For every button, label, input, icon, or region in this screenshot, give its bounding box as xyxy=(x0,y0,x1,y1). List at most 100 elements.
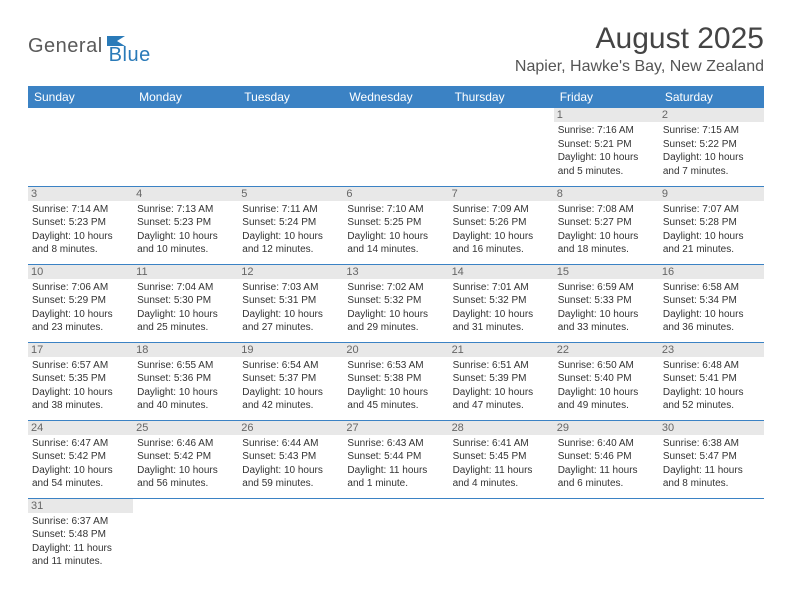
day-number: 22 xyxy=(554,343,659,357)
calendar-empty xyxy=(238,498,343,576)
sunrise-line: Sunrise: 6:40 AM xyxy=(558,437,655,451)
weekday-row: SundayMondayTuesdayWednesdayThursdayFrid… xyxy=(28,86,764,108)
calendar-day: 31Sunrise: 6:37 AMSunset: 5:48 PMDayligh… xyxy=(28,498,133,576)
day-number: 29 xyxy=(554,421,659,435)
calendar-empty xyxy=(449,498,554,576)
sunset-line: Sunset: 5:22 PM xyxy=(663,138,760,152)
calendar-day: 4Sunrise: 7:13 AMSunset: 5:23 PMDaylight… xyxy=(133,186,238,264)
sunset-line: Sunset: 5:48 PM xyxy=(32,528,129,542)
sunset-line: Sunset: 5:42 PM xyxy=(32,450,129,464)
sunrise-line: Sunrise: 6:50 AM xyxy=(558,359,655,373)
day-details: Sunrise: 6:53 AMSunset: 5:38 PMDaylight:… xyxy=(347,359,444,413)
sunrise-line: Sunrise: 7:11 AM xyxy=(242,203,339,217)
day-details: Sunrise: 6:57 AMSunset: 5:35 PMDaylight:… xyxy=(32,359,129,413)
sunset-line: Sunset: 5:21 PM xyxy=(558,138,655,152)
sunrise-line: Sunrise: 7:16 AM xyxy=(558,124,655,138)
day-details: Sunrise: 7:11 AMSunset: 5:24 PMDaylight:… xyxy=(242,203,339,257)
day-details: Sunrise: 7:15 AMSunset: 5:22 PMDaylight:… xyxy=(663,124,760,178)
calendar-day: 22 Sunrise: 6:50 AMSunset: 5:40 PMDayligh… xyxy=(554,342,659,420)
sunrise-line: Sunrise: 6:59 AM xyxy=(558,281,655,295)
day-number: 6 xyxy=(343,187,448,201)
day-details: Sunrise: 6:51 AMSunset: 5:39 PMDaylight:… xyxy=(453,359,550,413)
daylight-line: Daylight: 10 hours and 18 minutes. xyxy=(558,230,655,257)
weekday-header: Tuesday xyxy=(238,86,343,108)
weekday-header: Thursday xyxy=(449,86,554,108)
sunrise-line: Sunrise: 7:14 AM xyxy=(32,203,129,217)
calendar-day: 5Sunrise: 7:11 AMSunset: 5:24 PMDaylight… xyxy=(238,186,343,264)
sunset-line: Sunset: 5:47 PM xyxy=(663,450,760,464)
calendar-week: 3Sunrise: 7:14 AMSunset: 5:23 PMDaylight… xyxy=(28,186,764,264)
daylight-line: Daylight: 10 hours and 12 minutes. xyxy=(242,230,339,257)
day-details: Sunrise: 6:40 AMSunset: 5:46 PMDaylight:… xyxy=(558,437,655,491)
daylight-line: Daylight: 10 hours and 27 minutes. xyxy=(242,308,339,335)
day-number: 18 xyxy=(133,343,238,357)
sunrise-line: Sunrise: 6:57 AM xyxy=(32,359,129,373)
calendar-empty xyxy=(449,108,554,186)
calendar-day: 19 Sunrise: 6:54 AMSunset: 5:37 PMDayligh… xyxy=(238,342,343,420)
sunrise-line: Sunrise: 6:58 AM xyxy=(663,281,760,295)
sunset-line: Sunset: 5:45 PM xyxy=(453,450,550,464)
calendar-day: 7Sunrise: 7:09 AMSunset: 5:26 PMDaylight… xyxy=(449,186,554,264)
sunrise-line: Sunrise: 7:13 AM xyxy=(137,203,234,217)
day-details: Sunrise: 6:58 AMSunset: 5:34 PMDaylight:… xyxy=(663,281,760,335)
sunset-line: Sunset: 5:38 PM xyxy=(347,372,444,386)
sunrise-line: Sunrise: 6:37 AM xyxy=(32,515,129,529)
day-number: 19 xyxy=(238,343,343,357)
calendar-day: 26Sunrise: 6:44 AMSunset: 5:43 PMDayligh… xyxy=(238,420,343,498)
daylight-line: Daylight: 10 hours and 56 minutes. xyxy=(137,464,234,491)
daylight-line: Daylight: 10 hours and 33 minutes. xyxy=(558,308,655,335)
calendar-day: 20 Sunrise: 6:53 AMSunset: 5:38 PMDayligh… xyxy=(343,342,448,420)
sunset-line: Sunset: 5:33 PM xyxy=(558,294,655,308)
day-number: 9 xyxy=(659,187,764,201)
day-details: Sunrise: 7:16 AMSunset: 5:21 PMDaylight:… xyxy=(558,124,655,178)
calendar-empty xyxy=(659,498,764,576)
calendar-day: 10Sunrise: 7:06 AMSunset: 5:29 PMDayligh… xyxy=(28,264,133,342)
brand-logo: General Blue xyxy=(28,26,151,67)
day-details: Sunrise: 6:41 AMSunset: 5:45 PMDaylight:… xyxy=(453,437,550,491)
daylight-line: Daylight: 10 hours and 23 minutes. xyxy=(32,308,129,335)
daylight-line: Daylight: 11 hours and 4 minutes. xyxy=(453,464,550,491)
calendar-table: SundayMondayTuesdayWednesdayThursdayFrid… xyxy=(28,86,764,576)
day-number: 20 xyxy=(343,343,448,357)
day-details: Sunrise: 7:01 AMSunset: 5:32 PMDaylight:… xyxy=(453,281,550,335)
day-details: Sunrise: 6:38 AMSunset: 5:47 PMDaylight:… xyxy=(663,437,760,491)
day-details: Sunrise: 7:08 AMSunset: 5:27 PMDaylight:… xyxy=(558,203,655,257)
day-number: 16 xyxy=(659,265,764,279)
calendar-week: 17Sunrise: 6:57 AMSunset: 5:35 PMDayligh… xyxy=(28,342,764,420)
sunset-line: Sunset: 5:23 PM xyxy=(137,216,234,230)
daylight-line: Daylight: 11 hours and 6 minutes. xyxy=(558,464,655,491)
calendar-day: 24Sunrise: 6:47 AMSunset: 5:42 PMDayligh… xyxy=(28,420,133,498)
calendar-week: 1Sunrise: 7:16 AMSunset: 5:21 PMDaylight… xyxy=(28,108,764,186)
sunrise-line: Sunrise: 6:41 AM xyxy=(453,437,550,451)
sunset-line: Sunset: 5:24 PM xyxy=(242,216,339,230)
sunrise-line: Sunrise: 6:53 AM xyxy=(347,359,444,373)
calendar-empty xyxy=(343,108,448,186)
sunset-line: Sunset: 5:39 PM xyxy=(453,372,550,386)
sunrise-line: Sunrise: 7:02 AM xyxy=(347,281,444,295)
calendar-day: 21Sunrise: 6:51 AMSunset: 5:39 PMDayligh… xyxy=(449,342,554,420)
daylight-line: Daylight: 10 hours and 54 minutes. xyxy=(32,464,129,491)
calendar-day: 15Sunrise: 6:59 AMSunset: 5:33 PMDayligh… xyxy=(554,264,659,342)
day-details: Sunrise: 6:50 AMSunset: 5:40 PMDaylight:… xyxy=(558,359,655,413)
weekday-header: Monday xyxy=(133,86,238,108)
sunset-line: Sunset: 5:32 PM xyxy=(347,294,444,308)
day-details: Sunrise: 6:54 AMSunset: 5:37 PMDaylight:… xyxy=(242,359,339,413)
daylight-line: Daylight: 10 hours and 10 minutes. xyxy=(137,230,234,257)
weekday-header: Friday xyxy=(554,86,659,108)
sunset-line: Sunset: 5:37 PM xyxy=(242,372,339,386)
sunset-line: Sunset: 5:27 PM xyxy=(558,216,655,230)
day-details: Sunrise: 7:10 AMSunset: 5:25 PMDaylight:… xyxy=(347,203,444,257)
calendar-day: 27Sunrise: 6:43 AMSunset: 5:44 PMDayligh… xyxy=(343,420,448,498)
sunset-line: Sunset: 5:40 PM xyxy=(558,372,655,386)
weekday-header: Sunday xyxy=(28,86,133,108)
sunset-line: Sunset: 5:42 PM xyxy=(137,450,234,464)
day-details: Sunrise: 6:55 AMSunset: 5:36 PMDaylight:… xyxy=(137,359,234,413)
calendar-day: 12Sunrise: 7:03 AMSunset: 5:31 PMDayligh… xyxy=(238,264,343,342)
sunset-line: Sunset: 5:46 PM xyxy=(558,450,655,464)
calendar-empty xyxy=(343,498,448,576)
sunset-line: Sunset: 5:28 PM xyxy=(663,216,760,230)
day-number: 3 xyxy=(28,187,133,201)
day-number: 8 xyxy=(554,187,659,201)
calendar-week: 31Sunrise: 6:37 AMSunset: 5:48 PMDayligh… xyxy=(28,498,764,576)
calendar-empty xyxy=(133,498,238,576)
